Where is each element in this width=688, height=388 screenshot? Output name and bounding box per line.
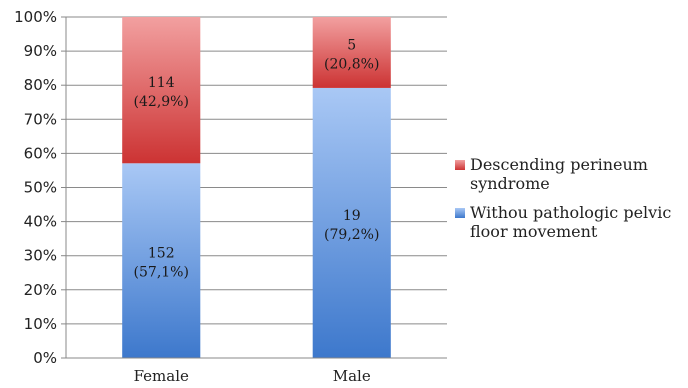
y-tick-label: 70% [24,110,57,128]
data-label-percent: (20,8%) [324,56,379,72]
legend-label: syndrome [470,174,550,193]
y-tick-label: 30% [24,247,57,265]
bar-female-normal [122,163,201,358]
data-label-percent: (57,1%) [134,265,189,281]
legend-swatch [455,208,465,218]
bar-female-dps [122,17,201,164]
y-tick-label: 20% [24,281,57,299]
legend-label: Descending perineum [470,155,648,174]
data-label-percent: (79,2%) [324,227,379,243]
data-label-count: 5 [347,37,356,53]
bars [122,17,391,358]
y-tick-label: 10% [24,315,57,333]
y-tick-label: 0% [33,349,57,367]
y-tick-label: 100% [14,8,57,26]
data-label-count: 114 [148,75,175,91]
data-label-count: 19 [343,208,361,224]
data-labels: 152 (57,1%) 114 (42,9%) 19 (79,2%) 5 (20,8%) [134,37,380,280]
legend-swatch [455,160,465,170]
x-category-label: Female [134,367,189,385]
y-tick-label: 50% [24,179,57,197]
bar-male-normal [312,87,391,358]
y-tick-label: 40% [24,213,57,231]
data-label-count: 152 [148,246,175,262]
data-label-percent: (42,9%) [134,94,189,110]
x-axis-categories: Female Male [134,367,371,385]
legend-label: floor movement [470,222,598,241]
legend-label: Withou pathologic pelvic [470,203,671,222]
y-axis-ticks: 0% 10% 20% 30% 40% 50% 60% 70% 80% 90% 100% [14,8,66,367]
x-category-label: Male [333,367,371,385]
y-tick-label: 60% [24,144,57,162]
y-tick-label: 80% [24,76,57,94]
axes [65,17,447,359]
y-tick-label: 90% [24,42,57,60]
bar-male-dps [312,17,391,88]
